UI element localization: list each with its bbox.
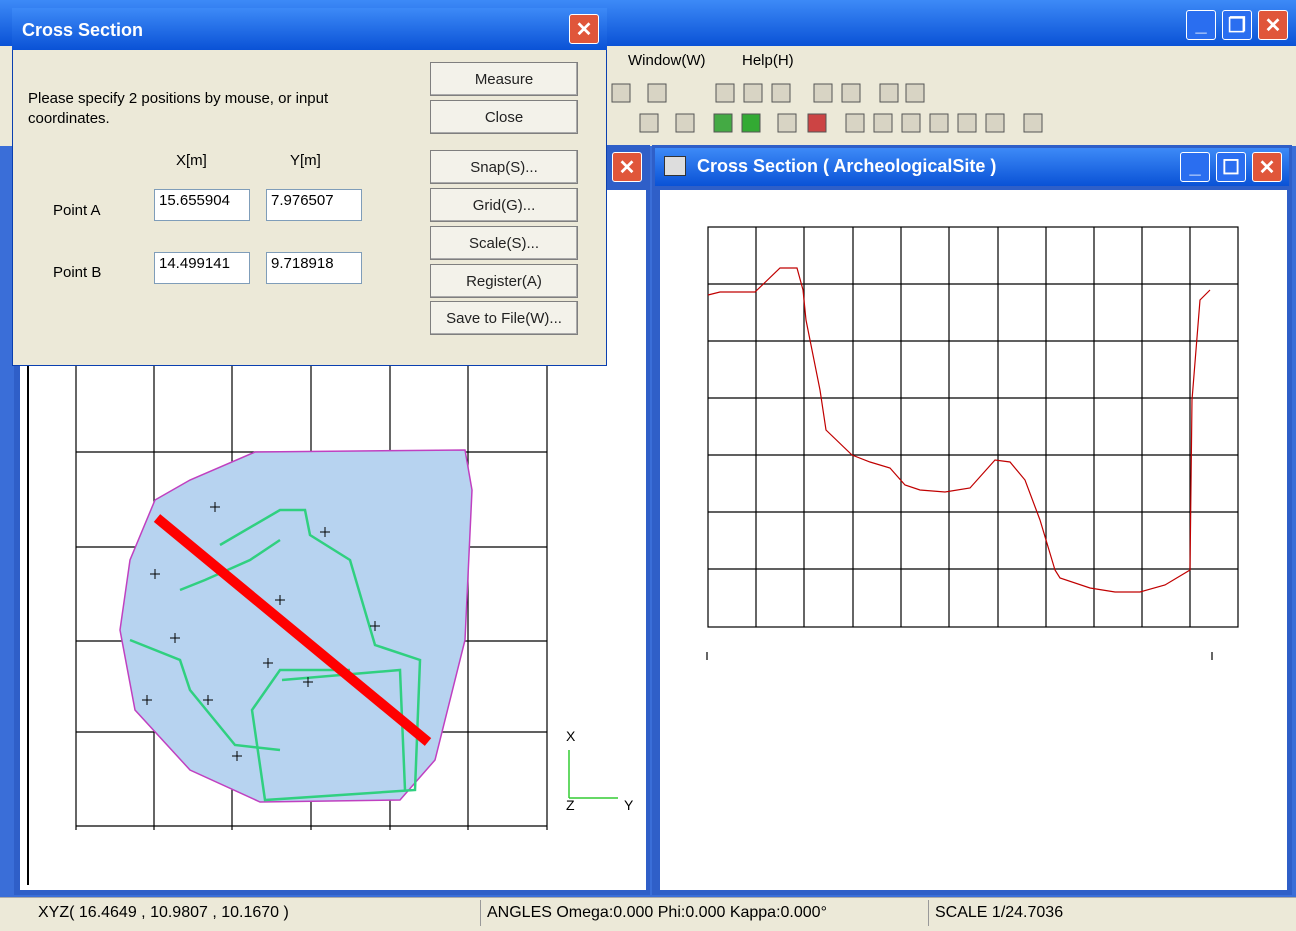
- status-field: SCALE 1/24.7036: [928, 900, 1108, 926]
- minimize-button[interactable]: _: [1186, 10, 1216, 40]
- maximize-button[interactable]: ❐: [1222, 10, 1252, 40]
- axis-label: X: [566, 728, 575, 744]
- status-field: ANGLES Omega:0.000 Phi:0.000 Kappa:0.000…: [480, 900, 920, 926]
- minimize-button[interactable]: _: [1180, 152, 1210, 182]
- axis-label: Z: [566, 797, 575, 813]
- instruction: Please specify 2 positions by mouse, or …: [28, 89, 388, 129]
- close-button[interactable]: ✕: [1252, 152, 1282, 182]
- profile-line: [708, 268, 1210, 592]
- point-x-input[interactable]: 14.499141: [154, 252, 250, 284]
- point-y-input[interactable]: 9.718918: [266, 252, 362, 284]
- close-button[interactable]: ✕: [1258, 10, 1288, 40]
- dialog-button[interactable]: Measure: [430, 62, 578, 96]
- point-x-input[interactable]: 15.655904: [154, 189, 250, 221]
- section-title: Cross Section ( ArcheologicalSite ): [697, 156, 996, 177]
- point-label: Point B: [53, 264, 101, 281]
- toolbar: [600, 80, 1060, 140]
- dialog-button[interactable]: Close: [430, 100, 578, 134]
- point-y-input[interactable]: 7.976507: [266, 189, 362, 221]
- screen: _ ❐ ✕ Window(W) Help(H) ✕ X Z Y Cross Se…: [0, 0, 1296, 930]
- menu-item[interactable]: Window(W): [628, 52, 706, 69]
- plan-close-button[interactable]: ✕: [612, 152, 642, 182]
- menu-item[interactable]: Help(H): [742, 52, 794, 69]
- status-field: XYZ( 16.4649 , 10.9807 , 10.1670 ): [38, 904, 289, 922]
- maximize-button[interactable]: ☐: [1216, 152, 1246, 182]
- section-grid: [707, 227, 1238, 660]
- dialog-button[interactable]: Scale(S)...: [430, 226, 578, 260]
- dialog-button[interactable]: Grid(G)...: [430, 188, 578, 222]
- axis-label: Y: [624, 797, 633, 813]
- dialog-close-button[interactable]: ✕: [569, 14, 599, 44]
- dialog-button[interactable]: Register(A): [430, 264, 578, 298]
- section-canvas: [660, 190, 1287, 890]
- dialog-title: Cross Section: [22, 20, 143, 41]
- column-header: X[m]: [176, 152, 207, 169]
- point-label: Point A: [53, 202, 101, 219]
- dialog-button[interactable]: Snap(S)...: [430, 150, 578, 184]
- dialog-button[interactable]: Save to File(W)...: [430, 301, 578, 335]
- column-header: Y[m]: [290, 152, 321, 169]
- terrain-mesh: [120, 450, 472, 802]
- window-icon: [664, 156, 686, 176]
